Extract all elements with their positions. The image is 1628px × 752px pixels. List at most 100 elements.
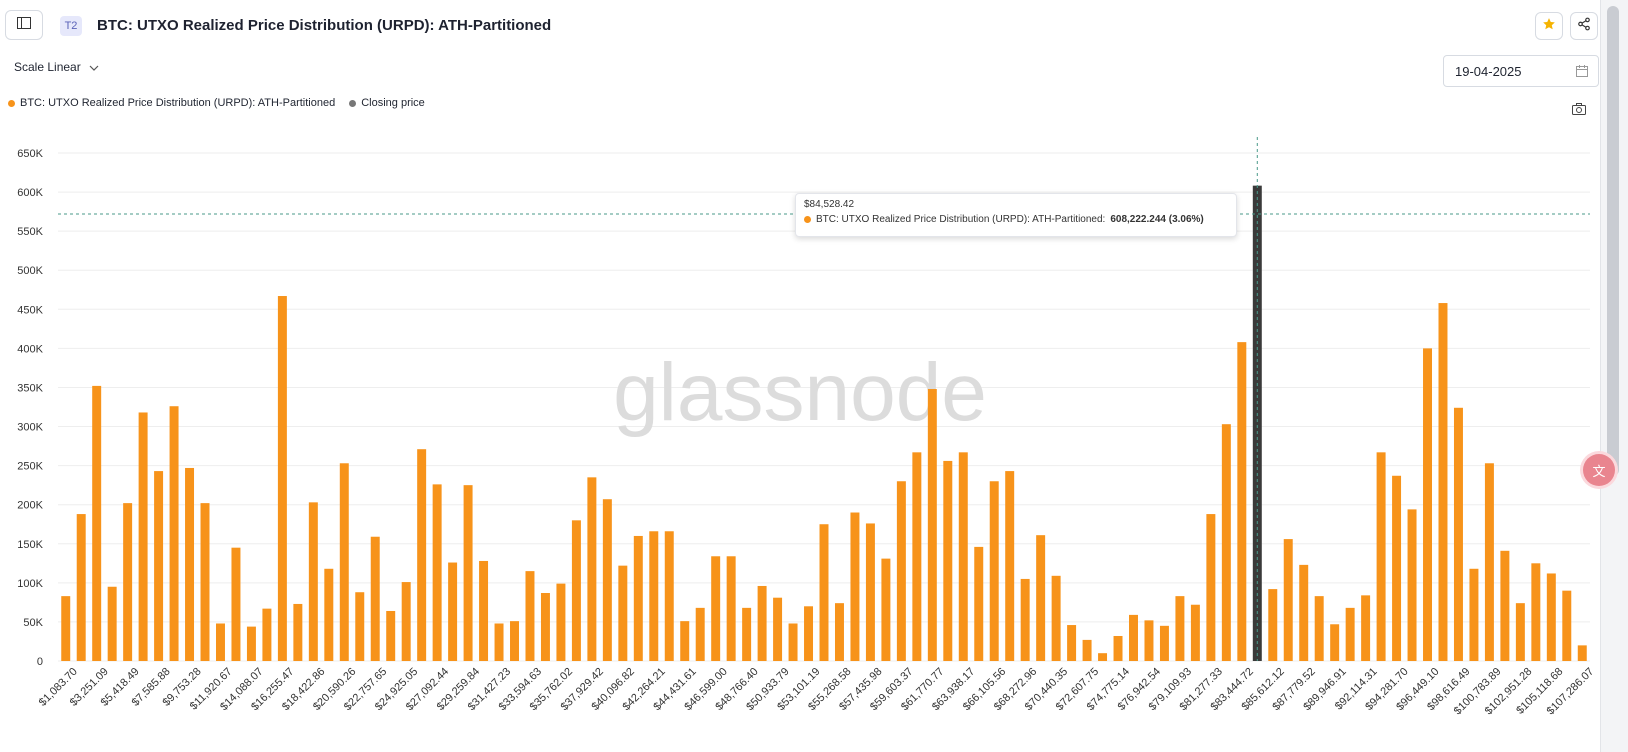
bar[interactable] bbox=[1515, 603, 1525, 661]
bar[interactable] bbox=[76, 514, 86, 661]
bar[interactable] bbox=[479, 560, 489, 661]
bar[interactable] bbox=[1020, 578, 1030, 661]
bar[interactable] bbox=[1345, 607, 1355, 661]
bar-closing-price[interactable] bbox=[1252, 185, 1262, 661]
bar[interactable] bbox=[726, 556, 736, 661]
bar[interactable] bbox=[695, 607, 705, 661]
bar[interactable] bbox=[262, 608, 272, 661]
bar[interactable] bbox=[386, 610, 396, 661]
bar[interactable] bbox=[602, 499, 612, 661]
bar[interactable] bbox=[819, 524, 829, 661]
bar[interactable] bbox=[123, 503, 133, 661]
legend-item-closing-price[interactable]: Closing price bbox=[349, 97, 425, 109]
bar[interactable] bbox=[757, 585, 767, 661]
bar[interactable] bbox=[680, 621, 690, 661]
bar[interactable] bbox=[339, 463, 349, 661]
bar[interactable] bbox=[92, 385, 102, 661]
bar[interactable] bbox=[865, 523, 875, 661]
bar[interactable] bbox=[618, 565, 628, 661]
bar[interactable] bbox=[1067, 625, 1077, 661]
bar[interactable] bbox=[1268, 589, 1278, 661]
legend-item-urpd[interactable]: BTC: UTXO Realized Price Distribution (U… bbox=[8, 97, 335, 109]
bar[interactable] bbox=[943, 460, 953, 661]
bar[interactable] bbox=[1190, 604, 1200, 661]
bar[interactable] bbox=[896, 481, 906, 661]
bar[interactable] bbox=[664, 531, 674, 661]
bar[interactable] bbox=[742, 607, 752, 661]
bar[interactable] bbox=[293, 603, 303, 661]
bar[interactable] bbox=[556, 583, 566, 661]
bar[interactable] bbox=[850, 512, 860, 661]
bar[interactable] bbox=[540, 593, 550, 661]
bar[interactable] bbox=[1051, 575, 1061, 661]
date-picker-input[interactable]: 19-04-2025 bbox=[1443, 55, 1599, 87]
bar[interactable] bbox=[525, 571, 535, 661]
bar[interactable] bbox=[649, 531, 659, 661]
bar[interactable] bbox=[61, 596, 71, 661]
bar[interactable] bbox=[1500, 550, 1510, 661]
bar[interactable] bbox=[1005, 471, 1015, 661]
bar[interactable] bbox=[169, 406, 179, 661]
bar[interactable] bbox=[1221, 424, 1231, 661]
bar[interactable] bbox=[571, 520, 581, 661]
bar[interactable] bbox=[1469, 568, 1479, 661]
share-button[interactable] bbox=[1570, 12, 1598, 40]
bar[interactable] bbox=[1531, 563, 1541, 661]
bar[interactable] bbox=[200, 503, 210, 661]
bar[interactable] bbox=[355, 592, 365, 661]
favorite-button[interactable] bbox=[1535, 12, 1563, 40]
bar[interactable] bbox=[1237, 342, 1247, 661]
bar[interactable] bbox=[1330, 624, 1340, 661]
bar[interactable] bbox=[1113, 635, 1123, 661]
bar[interactable] bbox=[804, 606, 814, 661]
bar[interactable] bbox=[1423, 348, 1433, 661]
bar[interactable] bbox=[1562, 590, 1572, 661]
bar[interactable] bbox=[1159, 625, 1169, 661]
bar[interactable] bbox=[463, 485, 473, 661]
bar[interactable] bbox=[1392, 475, 1402, 661]
bar[interactable] bbox=[417, 449, 427, 661]
bar[interactable] bbox=[107, 586, 117, 661]
bar[interactable] bbox=[1484, 463, 1494, 661]
bar[interactable] bbox=[1206, 514, 1216, 661]
bar[interactable] bbox=[633, 535, 643, 661]
bar[interactable] bbox=[215, 623, 225, 661]
vertical-scrollbar[interactable] bbox=[1600, 0, 1628, 752]
bar[interactable] bbox=[1036, 535, 1046, 661]
bar[interactable] bbox=[1577, 645, 1587, 661]
bar[interactable] bbox=[587, 477, 597, 661]
bar[interactable] bbox=[1361, 595, 1371, 661]
bar[interactable] bbox=[1082, 639, 1092, 661]
bar[interactable] bbox=[324, 568, 334, 661]
bar[interactable] bbox=[1438, 303, 1448, 661]
bar[interactable] bbox=[881, 558, 891, 661]
scrollbar-thumb[interactable] bbox=[1607, 6, 1619, 476]
bar[interactable] bbox=[308, 502, 318, 661]
bar[interactable] bbox=[1407, 509, 1417, 661]
bar[interactable] bbox=[231, 547, 241, 661]
bar[interactable] bbox=[1376, 452, 1386, 661]
bar[interactable] bbox=[448, 562, 458, 661]
bar[interactable] bbox=[1098, 653, 1108, 661]
bar[interactable] bbox=[494, 623, 504, 661]
bar[interactable] bbox=[432, 484, 442, 661]
bar[interactable] bbox=[246, 626, 256, 661]
screenshot-button[interactable] bbox=[1572, 102, 1586, 120]
bar[interactable] bbox=[510, 621, 519, 661]
bar[interactable] bbox=[1314, 596, 1324, 661]
translate-widget-button[interactable]: 文 bbox=[1583, 454, 1615, 486]
bar[interactable] bbox=[154, 471, 164, 661]
bar[interactable] bbox=[277, 296, 287, 661]
bar[interactable] bbox=[185, 467, 195, 661]
bar[interactable] bbox=[927, 389, 937, 661]
bar[interactable] bbox=[711, 556, 721, 661]
bar[interactable] bbox=[974, 546, 984, 661]
bar[interactable] bbox=[912, 452, 922, 661]
bar[interactable] bbox=[370, 536, 380, 661]
bar[interactable] bbox=[788, 623, 798, 661]
bar[interactable] bbox=[1144, 620, 1154, 661]
sidebar-toggle-button[interactable] bbox=[5, 10, 43, 40]
bar[interactable] bbox=[1283, 539, 1293, 661]
bar[interactable] bbox=[773, 597, 783, 661]
bar[interactable] bbox=[1129, 614, 1138, 661]
